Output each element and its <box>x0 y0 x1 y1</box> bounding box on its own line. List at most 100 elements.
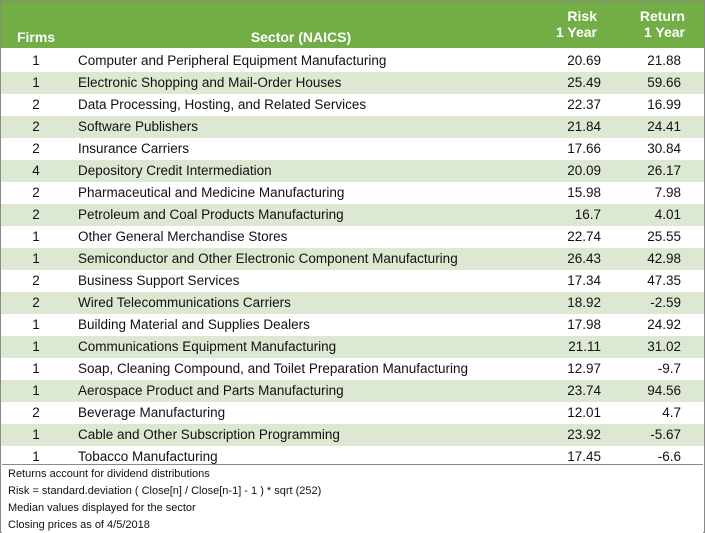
cell-risk: 23.92 <box>567 427 601 442</box>
cell-firms: 1 <box>32 339 40 354</box>
cell-sector: Communications Equipment Manufacturing <box>78 339 337 354</box>
header-risk-line2: 1 Year <box>555 24 597 40</box>
cell-sector: Building Material and Supplies Dealers <box>78 317 310 332</box>
cell-sector: Depository Credit Intermediation <box>78 163 272 178</box>
cell-firms: 1 <box>32 53 40 68</box>
cell-risk: 17.66 <box>567 141 601 156</box>
table-row: 2 Pharmaceutical and Medicine Manufacturi… <box>1 182 704 204</box>
cell-sector: Insurance Carriers <box>78 141 190 156</box>
cell-risk: 21.11 <box>568 339 601 354</box>
cell-return: 25.55 <box>647 229 681 244</box>
cell-firms: 2 <box>32 119 40 134</box>
cell-firms: 2 <box>32 273 40 288</box>
cell-sector: Business Support Services <box>78 273 240 288</box>
cell-risk: 22.37 <box>567 97 601 112</box>
cell-firms: 1 <box>32 229 40 244</box>
cell-firms: 2 <box>32 207 40 222</box>
cell-firms: 1 <box>32 361 40 376</box>
cell-return: 7.98 <box>654 185 681 200</box>
header-return: Return 1 Year <box>599 8 685 40</box>
cell-risk: 25.49 <box>567 75 601 90</box>
cell-sector: Aerospace Product and Parts Manufacturin… <box>78 383 344 398</box>
cell-return: 26.17 <box>647 163 681 178</box>
cell-return: 16.99 <box>647 97 681 112</box>
header-sector: Sector (NAICS) <box>250 29 352 45</box>
header-return-line2: 1 Year <box>643 24 685 40</box>
cell-return: -5.67 <box>650 427 681 442</box>
cell-risk: 26.43 <box>567 251 601 266</box>
cell-sector: Computer and Peripheral Equipment Manufa… <box>78 53 387 68</box>
table-row: 1 Cable and Other Subscription Programmin… <box>1 424 704 446</box>
cell-sector: Electronic Shopping and Mail-Order House… <box>78 75 342 90</box>
table-row: 1 Tobacco Manufacturing 17.45 -6.6 <box>1 446 704 468</box>
cell-firms: 2 <box>32 141 40 156</box>
table-row: 1 Soap, Cleaning Compound, and Toilet Pre… <box>1 358 704 380</box>
cell-risk: 20.69 <box>567 53 601 68</box>
cell-risk: 17.45 <box>567 449 601 464</box>
cell-firms: 1 <box>32 383 40 398</box>
table-body: 1 Computer and Peripheral Equipment Manuf… <box>1 50 704 468</box>
header-return-line1: Return <box>639 8 685 24</box>
cell-risk: 16.7 <box>574 207 601 222</box>
cell-return: 24.92 <box>647 317 681 332</box>
cell-firms: 1 <box>32 251 40 266</box>
cell-firms: 2 <box>32 97 40 112</box>
cell-sector: Cable and Other Subscription Programming <box>78 427 340 442</box>
cell-risk: 23.74 <box>567 383 601 398</box>
cell-sector: Pharmaceutical and Medicine Manufacturin… <box>78 185 345 200</box>
table-row: 1 Aerospace Product and Parts Manufacturi… <box>1 380 704 402</box>
cell-risk: 17.98 <box>567 317 601 332</box>
cell-firms: 1 <box>32 75 40 90</box>
table-row: 1 Building Material and Supplies Dealers 1… <box>1 314 704 336</box>
cell-firms: 1 <box>32 427 40 442</box>
cell-return: -2.59 <box>650 295 681 310</box>
table-row: 1 Computer and Peripheral Equipment Manuf… <box>1 50 704 72</box>
table-row: 1 Communications Equipment Manufacturing 2… <box>1 336 704 358</box>
cell-firms: 4 <box>32 163 40 178</box>
cell-return: 59.66 <box>647 75 681 90</box>
cell-return: 24.41 <box>647 119 681 134</box>
table-row: 2 Wired Telecommunications Carriers 18.92 -… <box>1 292 704 314</box>
cell-risk: 12.01 <box>567 405 601 420</box>
cell-risk: 15.98 <box>567 185 601 200</box>
header-risk-line1: Risk <box>567 8 597 24</box>
table-row: 1 Semiconductor and Other Electronic Comp… <box>1 248 704 270</box>
table-header: Firms Sector (NAICS) Risk 1 Year Return … <box>1 1 704 48</box>
cell-firms: 1 <box>32 449 40 464</box>
cell-return: 94.56 <box>647 383 681 398</box>
cell-risk: 22.74 <box>567 229 601 244</box>
cell-return: 30.84 <box>647 141 681 156</box>
table-row: 4 Depository Credit Intermediation 20.09 26… <box>1 160 704 182</box>
header-risk: Risk 1 Year <box>511 8 597 40</box>
table-row: 2 Software Publishers 21.84 24.41 <box>1 116 704 138</box>
note-line: Returns account for dividend distributio… <box>8 468 210 480</box>
cell-sector: Software Publishers <box>78 119 199 134</box>
table-row: 1 Other General Merchandise Stores 22.74 25… <box>1 226 704 248</box>
cell-return: 31.02 <box>647 339 681 354</box>
cell-risk: 20.09 <box>567 163 601 178</box>
cell-sector: Soap, Cleaning Compound, and Toilet Prep… <box>78 361 469 376</box>
cell-firms: 1 <box>32 317 40 332</box>
table-row: 2 Data Processing, Hosting, and Related S… <box>1 94 704 116</box>
cell-return: 42.98 <box>647 251 681 266</box>
cell-return: 4.01 <box>654 207 681 222</box>
cell-return: -9.7 <box>657 361 681 376</box>
note-line: Risk = standard.deviation ( Close[n] / C… <box>8 485 322 497</box>
cell-return: -6.6 <box>657 449 681 464</box>
cell-sector: Petroleum and Coal Products Manufacturin… <box>78 207 344 222</box>
cell-risk: 21.84 <box>567 119 601 134</box>
cell-sector: Tobacco Manufacturing <box>78 449 218 464</box>
cell-risk: 17.34 <box>567 273 601 288</box>
table-row: 2 Business Support Services 17.34 47.35 <box>1 270 704 292</box>
cell-firms: 2 <box>32 295 40 310</box>
note-line: Closing prices as of 4/5/2018 <box>8 519 150 531</box>
table-row: 2 Beverage Manufacturing 12.01 4.7 <box>1 402 704 424</box>
cell-sector: Data Processing, Hosting, and Related Se… <box>78 97 367 112</box>
cell-sector: Beverage Manufacturing <box>78 405 226 420</box>
note-line: Median values displayed for the sector <box>8 502 196 514</box>
table-row: 2 Petroleum and Coal Products Manufacturi… <box>1 204 704 226</box>
cell-risk: 18.92 <box>567 295 601 310</box>
cell-firms: 2 <box>32 405 40 420</box>
cell-sector: Wired Telecommunications Carriers <box>78 295 291 310</box>
